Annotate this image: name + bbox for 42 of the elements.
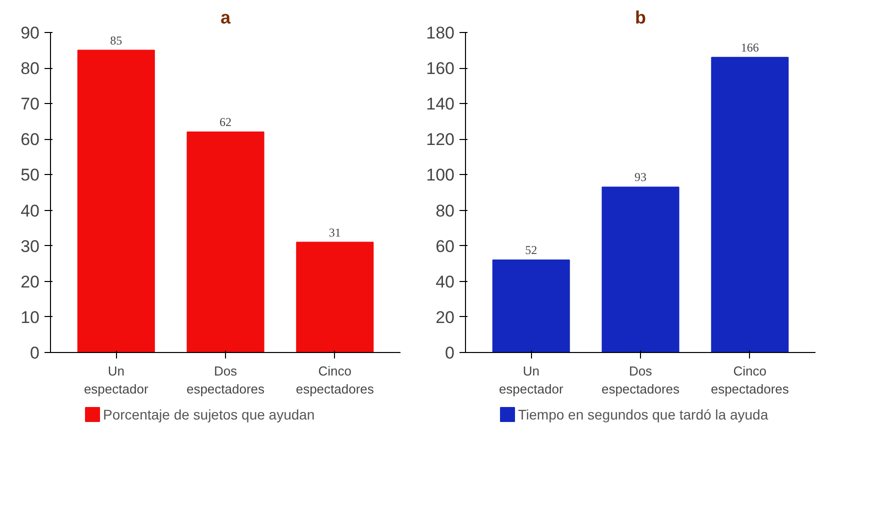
y-tick-label: 80 bbox=[436, 201, 455, 220]
chart-title: a bbox=[220, 8, 232, 28]
y-tick-label: 10 bbox=[20, 308, 40, 327]
y-tick-label: 20 bbox=[20, 272, 40, 292]
x-tick-label: Un espectador bbox=[84, 364, 149, 396]
y-tick-label: 40 bbox=[20, 201, 40, 220]
y-tick-label: 140 bbox=[426, 94, 455, 114]
y-tick-label: 70 bbox=[20, 94, 40, 114]
legend-label: Tiempo en segundos que tardó la ayuda bbox=[518, 406, 768, 422]
y-tick-label: 180 bbox=[426, 24, 455, 42]
y-tick-label: 20 bbox=[436, 308, 455, 327]
bar bbox=[186, 132, 264, 352]
x-tick-label: Cinco espectadores bbox=[710, 364, 790, 396]
y-tick-label: 90 bbox=[20, 24, 40, 42]
y-tick-label: 80 bbox=[20, 59, 40, 78]
data-label: 85 bbox=[110, 33, 122, 48]
data-label: 93 bbox=[634, 170, 646, 184]
bar bbox=[77, 50, 155, 352]
y-tick-label: 100 bbox=[426, 166, 455, 185]
y-tick-label: 0 bbox=[30, 344, 40, 362]
bar bbox=[492, 260, 570, 352]
y-tick-label: 30 bbox=[20, 236, 40, 256]
x-tick-label: Dos espectadores bbox=[186, 364, 266, 396]
y-tick-label: 60 bbox=[436, 236, 455, 256]
data-label: 31 bbox=[328, 225, 341, 240]
y-tick-label: 40 bbox=[436, 272, 455, 292]
bar bbox=[711, 56, 789, 352]
data-label: 52 bbox=[525, 243, 538, 258]
x-tick-label: Cinco espectadores bbox=[296, 364, 374, 396]
y-tick-label: 60 bbox=[20, 130, 40, 150]
y-tick-label: 50 bbox=[20, 166, 40, 185]
data-label: 62 bbox=[220, 115, 232, 130]
bar bbox=[602, 186, 680, 352]
x-tick-label: Un espectador bbox=[498, 364, 564, 396]
y-tick-label: 0 bbox=[445, 344, 455, 362]
y-tick-label: 160 bbox=[426, 59, 455, 78]
legend-label: Porcentaje de sujetos que ayudan bbox=[103, 406, 315, 422]
bar bbox=[296, 242, 374, 352]
y-tick-label: 120 bbox=[426, 130, 455, 150]
data-label: 166 bbox=[740, 40, 759, 54]
x-tick-label: Dos espectadores bbox=[601, 364, 680, 396]
chart-title: b bbox=[635, 8, 646, 28]
